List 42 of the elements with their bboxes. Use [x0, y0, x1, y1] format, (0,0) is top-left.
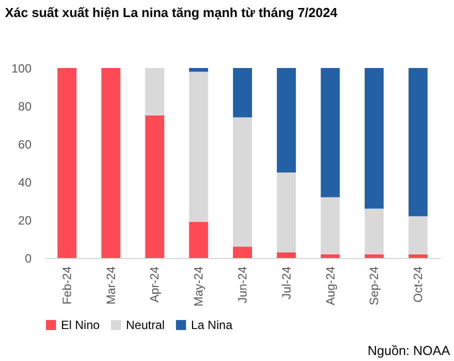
- bar: [189, 68, 208, 72]
- y-tick-label: 20: [18, 214, 32, 228]
- bar: [408, 216, 428, 254]
- bar: [233, 68, 252, 118]
- bar: [233, 117, 252, 247]
- x-tick-label: Jul-24: [279, 266, 294, 300]
- bar: [101, 68, 120, 258]
- y-tick-label: 60: [18, 138, 32, 152]
- bar: [189, 72, 208, 222]
- x-tick-label: Aug-24: [323, 266, 338, 306]
- legend-label: La Nina: [191, 318, 233, 332]
- bar: [320, 197, 340, 254]
- bar: [320, 254, 340, 258]
- text: Nguồn: NOAA: [368, 343, 450, 358]
- x-tick-label: Oct-24: [411, 266, 426, 303]
- bar: [145, 116, 164, 258]
- y-tick-label: 0: [24, 252, 32, 266]
- bar: [320, 68, 340, 198]
- bar: [233, 246, 252, 258]
- y-tick-label: 40: [18, 176, 32, 190]
- x-tick-label: May-24: [192, 266, 206, 307]
- x-tick-label: Apr-24: [148, 266, 162, 303]
- bar: [364, 208, 384, 254]
- x-tick-label: Feb-24: [60, 266, 74, 305]
- bar: [276, 172, 296, 252]
- x-tick-label: Jun-24: [236, 266, 250, 304]
- y-tick-label: 80: [18, 100, 32, 114]
- bar: [276, 252, 296, 258]
- bar: [364, 68, 384, 209]
- x-tick-label: Sep-24: [367, 266, 382, 306]
- y-tick-label: 100: [11, 62, 32, 76]
- bar: [57, 68, 76, 258]
- bar: [145, 68, 164, 116]
- bar: [408, 254, 428, 258]
- bar: [276, 68, 296, 172]
- chart-title: Xác suất xuất hiện La nina tăng mạnh từ tháng 7/2024: [5, 5, 338, 20]
- bar: [408, 68, 428, 216]
- bar: [364, 254, 384, 258]
- legend-label: Neutral: [126, 318, 165, 332]
- legend-label: El Nino: [61, 318, 100, 332]
- x-tick-label: Mar-24: [104, 266, 118, 305]
- bar: [189, 222, 208, 258]
